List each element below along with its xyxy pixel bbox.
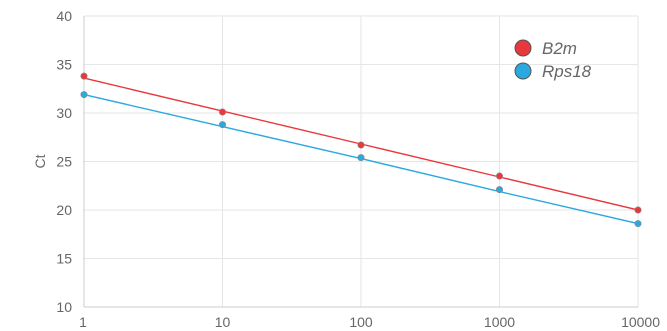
- data-point-b2m: [219, 108, 227, 116]
- legend: B2m Rps18: [514, 39, 592, 81]
- data-point-b2m: [495, 172, 503, 180]
- legend-label-b2m: B2m: [542, 39, 577, 58]
- x-tick-label: 100: [349, 314, 373, 330]
- y-tick-label: 40: [56, 8, 72, 24]
- legend-marker-rps18: [514, 62, 532, 80]
- data-point-b2m: [357, 141, 365, 149]
- data-point-rps18: [634, 220, 642, 228]
- y-tick-label: 35: [56, 57, 72, 73]
- y-tick-label: 15: [56, 251, 72, 267]
- data-point-b2m: [634, 206, 642, 214]
- y-tick-label: 10: [56, 299, 72, 315]
- x-tick-label: 1: [79, 314, 87, 330]
- x-tick-label: 10: [215, 314, 231, 330]
- grid-layer: [84, 15, 639, 307]
- data-point-rps18: [80, 91, 88, 99]
- y-axis-title: Ct: [32, 154, 48, 168]
- legend-label-rps18: Rps18: [542, 62, 592, 81]
- y-tick-label: 20: [56, 202, 72, 218]
- axis-layer: 10 15 20 25 30 35 40 1 10 100 1000 10000: [56, 8, 660, 330]
- data-point-rps18: [219, 121, 227, 129]
- legend-marker-b2m: [514, 39, 532, 57]
- x-tick-label: 1000: [484, 314, 515, 330]
- data-point-b2m: [80, 72, 88, 80]
- data-point-rps18: [495, 186, 503, 194]
- point-layer: [80, 72, 642, 228]
- x-tick-label: 10000: [621, 314, 660, 330]
- data-point-rps18: [357, 154, 365, 162]
- y-tick-label: 25: [56, 154, 72, 170]
- y-tick-label: 30: [56, 105, 72, 121]
